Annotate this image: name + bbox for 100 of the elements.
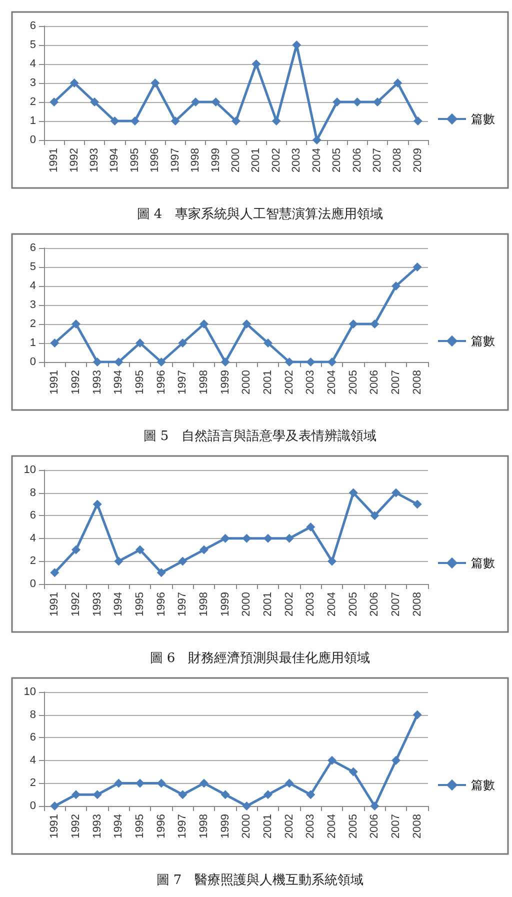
x-tick-label: 1994	[112, 592, 125, 616]
y-tick-label: 2	[30, 777, 36, 790]
point	[136, 778, 144, 788]
x-tick-label: 2002	[283, 814, 296, 838]
point	[348, 320, 358, 328]
point	[220, 358, 230, 366]
legend-label: 篇數	[471, 112, 495, 126]
x-tick-label: 2004	[326, 592, 338, 616]
x-tick-label: 2007	[390, 814, 402, 838]
x-tick-label: 1995	[128, 148, 141, 172]
point	[264, 338, 272, 348]
y-tick-label: 2	[30, 96, 36, 108]
y-tick-label: 5	[30, 261, 36, 273]
x-tick-label: 1998	[198, 814, 210, 838]
x-tick-label: 2004	[326, 814, 338, 838]
point	[178, 556, 188, 566]
x-tick-label: 1993	[91, 592, 104, 616]
y-tick-label: 10	[24, 686, 36, 698]
y-tick-label: 0	[30, 578, 36, 590]
point	[220, 790, 230, 800]
x-tick-label: 1991	[48, 592, 61, 616]
point	[200, 545, 208, 554]
x-tick-label: 2007	[371, 148, 384, 172]
point	[200, 320, 208, 328]
y-tick-label: 4	[30, 532, 36, 544]
x-tick-label: 2001	[262, 370, 274, 394]
point	[392, 756, 400, 765]
x-tick-label: 2003	[290, 148, 303, 172]
point	[70, 78, 79, 88]
x-tick-label: 1995	[134, 814, 146, 838]
x-tick-label: 2004	[310, 148, 323, 172]
point	[352, 98, 362, 106]
point	[306, 358, 316, 366]
x-tick-label: 2006	[351, 148, 364, 172]
point	[312, 136, 322, 144]
y-tick-label: 5	[30, 39, 36, 51]
text: 圖 7 醫療照護與人機互動系統領域	[156, 873, 364, 888]
y-tick-label: 0	[30, 356, 36, 368]
x-tick-label: 2006	[368, 592, 381, 616]
x-tick-label: 2008	[411, 370, 424, 394]
point	[272, 116, 281, 126]
point	[170, 116, 180, 126]
point	[72, 545, 80, 554]
point	[348, 488, 358, 498]
point	[412, 710, 422, 720]
legend-label: 篇數	[471, 778, 495, 792]
y-tick-label: 3	[30, 77, 36, 89]
x-tick-label: 1992	[68, 148, 80, 172]
x-tick-label: 2000	[230, 148, 242, 172]
y-tick-label: 2	[30, 318, 36, 330]
point	[114, 556, 124, 566]
x-tick-label: 2003	[304, 592, 317, 616]
point	[392, 282, 400, 290]
x-tick-label: 1998	[190, 148, 202, 172]
point	[242, 534, 252, 543]
x-tick-label: 2005	[347, 592, 360, 616]
x-tick-label: 2005	[331, 148, 344, 172]
x-tick-label: 1996	[155, 370, 168, 394]
x-tick-label: 2002	[283, 592, 296, 616]
y-tick-label: 8	[30, 708, 36, 721]
point	[252, 60, 261, 68]
y-tick-label: 1	[30, 115, 36, 127]
y-tick-label: 2	[30, 555, 36, 568]
point	[72, 320, 80, 328]
point	[211, 98, 220, 106]
x-tick-label: 1992	[70, 592, 82, 616]
y-tick-label: 4	[30, 754, 36, 766]
x-tick-label: 2005	[347, 370, 360, 394]
x-tick-label: 1995	[134, 370, 146, 394]
point	[50, 98, 59, 106]
x-tick-label: 2001	[262, 592, 274, 616]
point	[412, 500, 422, 509]
y-tick-label: 1	[30, 337, 36, 349]
point	[114, 358, 124, 366]
point	[370, 802, 380, 810]
point	[306, 790, 316, 800]
point	[412, 262, 422, 272]
point	[220, 534, 230, 543]
point	[156, 358, 166, 366]
x-tick-label: 2007	[390, 592, 402, 616]
x-tick-label: 1998	[198, 370, 210, 394]
x-tick-label: 1999	[219, 370, 232, 394]
x-tick-label: 1997	[176, 814, 189, 838]
point	[150, 78, 160, 88]
x-tick-label: 1996	[155, 814, 168, 838]
x-tick-label: 1997	[176, 592, 189, 616]
x-tick-label: 2002	[270, 148, 282, 172]
x-tick-label: 1999	[210, 148, 222, 172]
point	[306, 522, 316, 532]
x-tick-label: 2007	[390, 370, 402, 394]
y-tick-label: 6	[30, 20, 36, 32]
point	[413, 116, 422, 126]
point	[392, 488, 400, 498]
x-tick-label: 2006	[368, 370, 381, 394]
x-tick-label: 1997	[169, 148, 182, 172]
y-tick-label: 0	[30, 800, 36, 812]
x-tick-label: 2000	[240, 814, 253, 838]
point	[136, 545, 144, 554]
x-tick-label: 1991	[48, 814, 61, 838]
point	[178, 338, 188, 348]
